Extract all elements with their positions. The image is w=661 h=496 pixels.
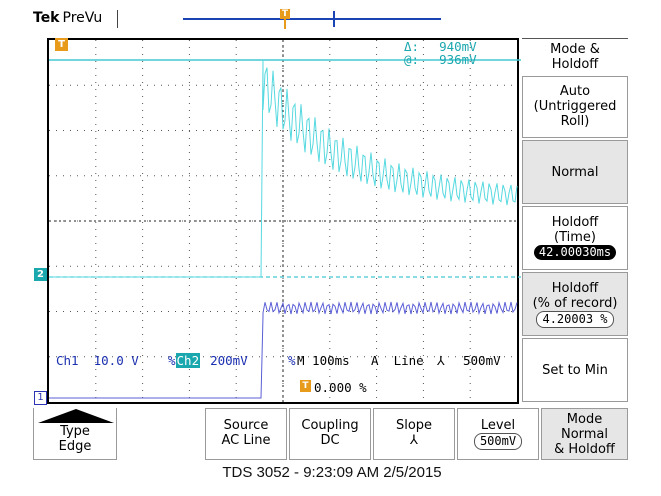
slope-falling-icon: ⅄ <box>410 433 418 448</box>
timebase-readout: M 100ms <box>297 353 350 368</box>
holdoff-record-button[interactable]: Holdoff (% of record) 4.20003 % <box>522 272 628 336</box>
ch2-suffix: % <box>288 353 296 368</box>
record-view-bar <box>183 18 441 20</box>
selected-tab-icon <box>38 409 114 423</box>
holdoff-time-line1: Holdoff <box>551 215 599 230</box>
cursor-at-readout: @: 936mV <box>404 52 477 67</box>
holdoff-time-value: 42.00030ms <box>533 245 617 260</box>
header-divider <box>117 10 118 28</box>
slope-line1: Slope <box>395 418 433 433</box>
holdoff-record-line1: Holdoff <box>551 281 599 296</box>
ch2-waveform <box>49 59 518 278</box>
mode-line2: Normal <box>560 427 609 442</box>
trigger-slope-icon: ⅄ <box>437 353 445 368</box>
ch2-scale-readout: %Ch2 200mV <box>168 353 248 368</box>
type-line2: Edge <box>58 439 92 454</box>
level-line1: Level <box>480 418 516 433</box>
trigger-level-readout: 500mV <box>463 353 501 368</box>
waveform-display <box>47 38 521 404</box>
holdoff-time-button[interactable]: Holdoff (Time) 42.00030ms <box>522 206 628 270</box>
source-line2: AC Line <box>221 433 271 448</box>
trigger-source-readout: A Line <box>371 353 424 368</box>
coupling-button[interactable]: Coupling DC <box>289 408 371 460</box>
type-line1: Type <box>60 424 90 439</box>
coupling-line1: Coupling <box>301 418 359 433</box>
source-button[interactable]: Source AC Line <box>205 408 287 460</box>
trigger-offset-icon: T <box>300 380 311 392</box>
graticule-svg <box>49 40 521 402</box>
ch1-ground-marker: 1 <box>34 391 47 405</box>
side-menu-title-line1: Mode & <box>550 42 600 57</box>
slope-button[interactable]: Slope ⅄ <box>373 408 455 460</box>
auto-line3: Roll) <box>560 114 590 129</box>
ch2-label: Ch2 <box>175 353 201 368</box>
holdoff-record-line2: (% of record) <box>532 296 618 311</box>
record-view-bracket <box>333 11 335 27</box>
ch2-scale: 200mV <box>210 353 248 368</box>
trigger-offset-readout: 0.000 % <box>314 380 367 395</box>
trigger-level-icon: T <box>55 38 68 51</box>
graticule-grid <box>49 40 517 402</box>
cursor-at-value: 936mV <box>439 52 477 67</box>
brand-mode: PreVu <box>62 10 103 26</box>
mode-line1: Mode <box>566 412 603 427</box>
source-line1: Source <box>223 418 269 433</box>
level-value: 500mV <box>473 433 523 450</box>
mode-holdoff-button[interactable]: Mode Normal & Holdoff <box>541 408 628 460</box>
set-to-min-button[interactable]: Set to Min <box>522 338 628 402</box>
level-button[interactable]: Level 500mV <box>457 408 539 460</box>
normal-label: Normal <box>551 165 599 180</box>
graticule-center-axes <box>49 40 517 402</box>
side-menu-title: Mode & Holdoff <box>522 38 628 74</box>
ch1-waveform <box>49 300 518 399</box>
brand-logo: Tek PreVu <box>33 10 102 26</box>
brand-bold: Tek <box>33 10 60 26</box>
coupling-line2: DC <box>320 433 340 448</box>
cursor-delta-label: Δ: <box>404 39 420 54</box>
mode-line3: & Holdoff <box>554 442 615 457</box>
normal-mode-button[interactable]: Normal <box>522 140 628 204</box>
auto-line1: Auto <box>559 84 591 99</box>
type-edge-button[interactable]: Type Edge <box>33 408 117 460</box>
trigger-position-stem <box>284 19 286 29</box>
cursor-at-label: @: <box>404 52 420 67</box>
holdoff-record-value: 4.20003 % <box>536 311 614 328</box>
set-to-min-label: Set to Min <box>542 363 608 378</box>
ch2-ground-marker: 2 <box>34 268 47 281</box>
ch1-scale-readout: Ch1 10.0 V <box>56 353 139 368</box>
cursor-delta-readout: Δ: 940mV <box>404 39 477 54</box>
holdoff-time-line2: (Time) <box>554 230 596 245</box>
side-menu-title-line2: Holdoff <box>551 57 599 72</box>
auto-line2: (Untriggered <box>533 99 617 114</box>
ch2-prefix: % <box>168 353 176 368</box>
cursor-delta-value: 940mV <box>439 39 477 54</box>
auto-untriggered-roll-button[interactable]: Auto (Untriggered Roll) <box>522 76 628 138</box>
status-bar: TDS 3052 - 9:23:09 AM 2/5/2015 <box>222 464 442 481</box>
trigger-position-icon: T <box>280 9 290 19</box>
